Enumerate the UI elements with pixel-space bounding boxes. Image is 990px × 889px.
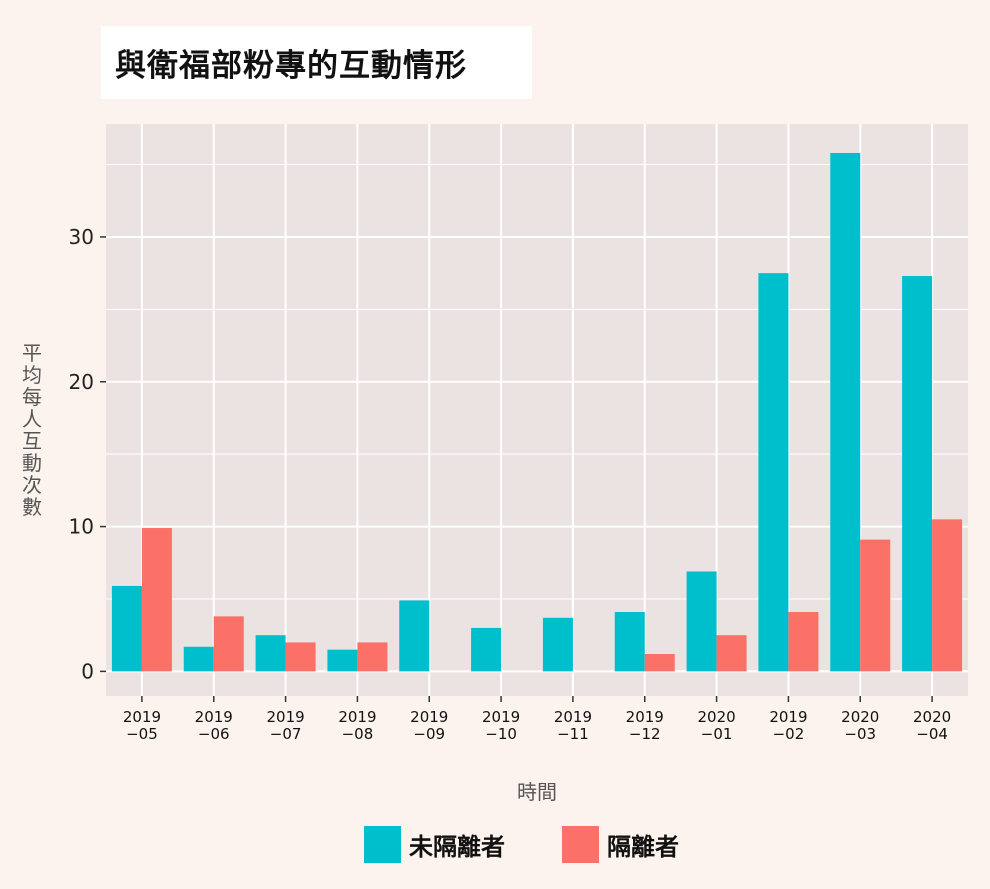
x-tick-label: 2019 −12 — [626, 708, 664, 743]
legend-item-quarantined: 隔離者 — [562, 826, 679, 863]
y-axis-title: 平均每人互動次數 — [22, 341, 42, 519]
bar-unquarantined — [183, 646, 214, 672]
bar-unquarantined — [327, 649, 358, 672]
bar-unquarantined — [111, 585, 142, 672]
legend-swatch-unquarantined — [364, 826, 401, 863]
bar-quarantined — [716, 635, 747, 672]
x-tick-label: 2019 −08 — [338, 708, 376, 743]
bar-quarantined — [285, 642, 316, 672]
bar-unquarantined — [542, 617, 573, 672]
bar-unquarantined — [399, 600, 430, 672]
bar-unquarantined — [614, 612, 645, 672]
y-tick-label: 0 — [81, 659, 94, 683]
y-tick-label: 10 — [69, 515, 94, 539]
bar-unquarantined — [830, 152, 861, 672]
legend: 未隔離者 隔離者 — [0, 826, 990, 870]
x-axis-title: 時間 — [517, 780, 557, 804]
x-tick-label: 2019 −10 — [482, 708, 520, 743]
x-tick-label: 2019 −09 — [410, 708, 448, 743]
chart-title: 與衛福部粉專的互動情形 — [115, 48, 467, 84]
x-tick-label: 2019 −11 — [554, 708, 592, 743]
legend-item-unquarantined: 未隔離者 — [364, 826, 505, 863]
x-tick-label: 2019 −02 — [769, 708, 807, 743]
x-tick-label: 2019 −05 — [123, 708, 161, 743]
bar-quarantined — [860, 539, 891, 672]
bar-quarantined — [644, 654, 675, 672]
bar-unquarantined — [686, 571, 717, 672]
x-tick-label: 2019 −07 — [266, 708, 304, 743]
plot-panel — [106, 124, 968, 696]
bar-unquarantined — [255, 635, 286, 672]
legend-swatch-quarantined — [562, 826, 599, 863]
y-tick-label: 30 — [69, 225, 94, 249]
legend-label-unquarantined: 未隔離者 — [409, 833, 505, 861]
bar-quarantined — [141, 528, 172, 672]
bar-quarantined — [788, 612, 819, 672]
x-tick-label: 2020 −01 — [697, 708, 735, 743]
y-tick-label: 20 — [69, 370, 94, 394]
title-box: 與衛福部粉專的互動情形 — [101, 26, 532, 99]
x-tick-label: 2020 −03 — [841, 708, 879, 743]
bar-quarantined — [213, 616, 244, 672]
x-tick-label: 2019 −06 — [195, 708, 233, 743]
bar-unquarantined — [471, 627, 502, 672]
bar-chart: 0 10 20 30 2019 −05 2019 −06 2019 −07 2019 −08 2019−… — [22, 124, 968, 804]
legend-label-quarantined: 隔離者 — [607, 833, 679, 861]
x-tick-label: 2020 −04 — [913, 708, 951, 743]
bar-unquarantined — [758, 273, 789, 672]
bar-unquarantined — [902, 276, 933, 672]
bar-quarantined — [357, 642, 388, 672]
bar-quarantined — [932, 519, 963, 672]
